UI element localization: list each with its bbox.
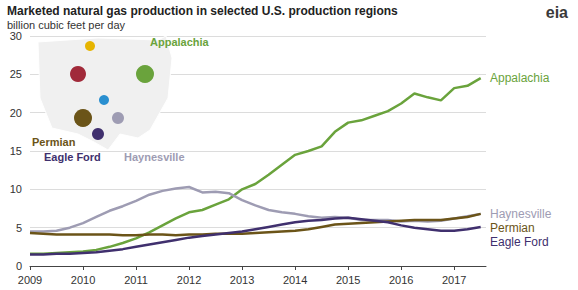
svg-text:Haynesville: Haynesville <box>124 151 185 163</box>
svg-text:2015: 2015 <box>336 274 360 286</box>
svg-text:Marketed natural gas productio: Marketed natural gas production in selec… <box>7 4 398 18</box>
svg-text:billion cubic feet per day: billion cubic feet per day <box>7 19 126 31</box>
svg-text:2010: 2010 <box>71 274 95 286</box>
svg-text:2013: 2013 <box>230 274 254 286</box>
svg-text:2011: 2011 <box>124 274 148 286</box>
svg-text:5: 5 <box>16 222 22 234</box>
svg-text:2017: 2017 <box>442 274 466 286</box>
svg-text:Appalachia: Appalachia <box>150 36 210 48</box>
svg-text:Eagle Ford: Eagle Ford <box>490 235 549 249</box>
svg-text:eia: eia <box>546 4 568 21</box>
svg-text:Permian: Permian <box>32 136 76 148</box>
svg-text:Appalachia: Appalachia <box>490 71 550 85</box>
svg-text:15: 15 <box>10 145 22 157</box>
svg-text:10: 10 <box>10 183 22 195</box>
svg-text:Permian: Permian <box>490 221 535 235</box>
svg-text:Eagle Ford: Eagle Ford <box>44 151 101 163</box>
svg-text:Haynesville: Haynesville <box>490 207 552 221</box>
svg-text:0: 0 <box>16 260 22 272</box>
svg-text:2016: 2016 <box>389 274 413 286</box>
svg-text:20: 20 <box>10 107 22 119</box>
svg-text:2014: 2014 <box>283 274 307 286</box>
svg-text:30: 30 <box>10 30 22 42</box>
svg-text:2012: 2012 <box>177 274 201 286</box>
svg-text:2009: 2009 <box>18 274 42 286</box>
svg-text:25: 25 <box>10 68 22 80</box>
